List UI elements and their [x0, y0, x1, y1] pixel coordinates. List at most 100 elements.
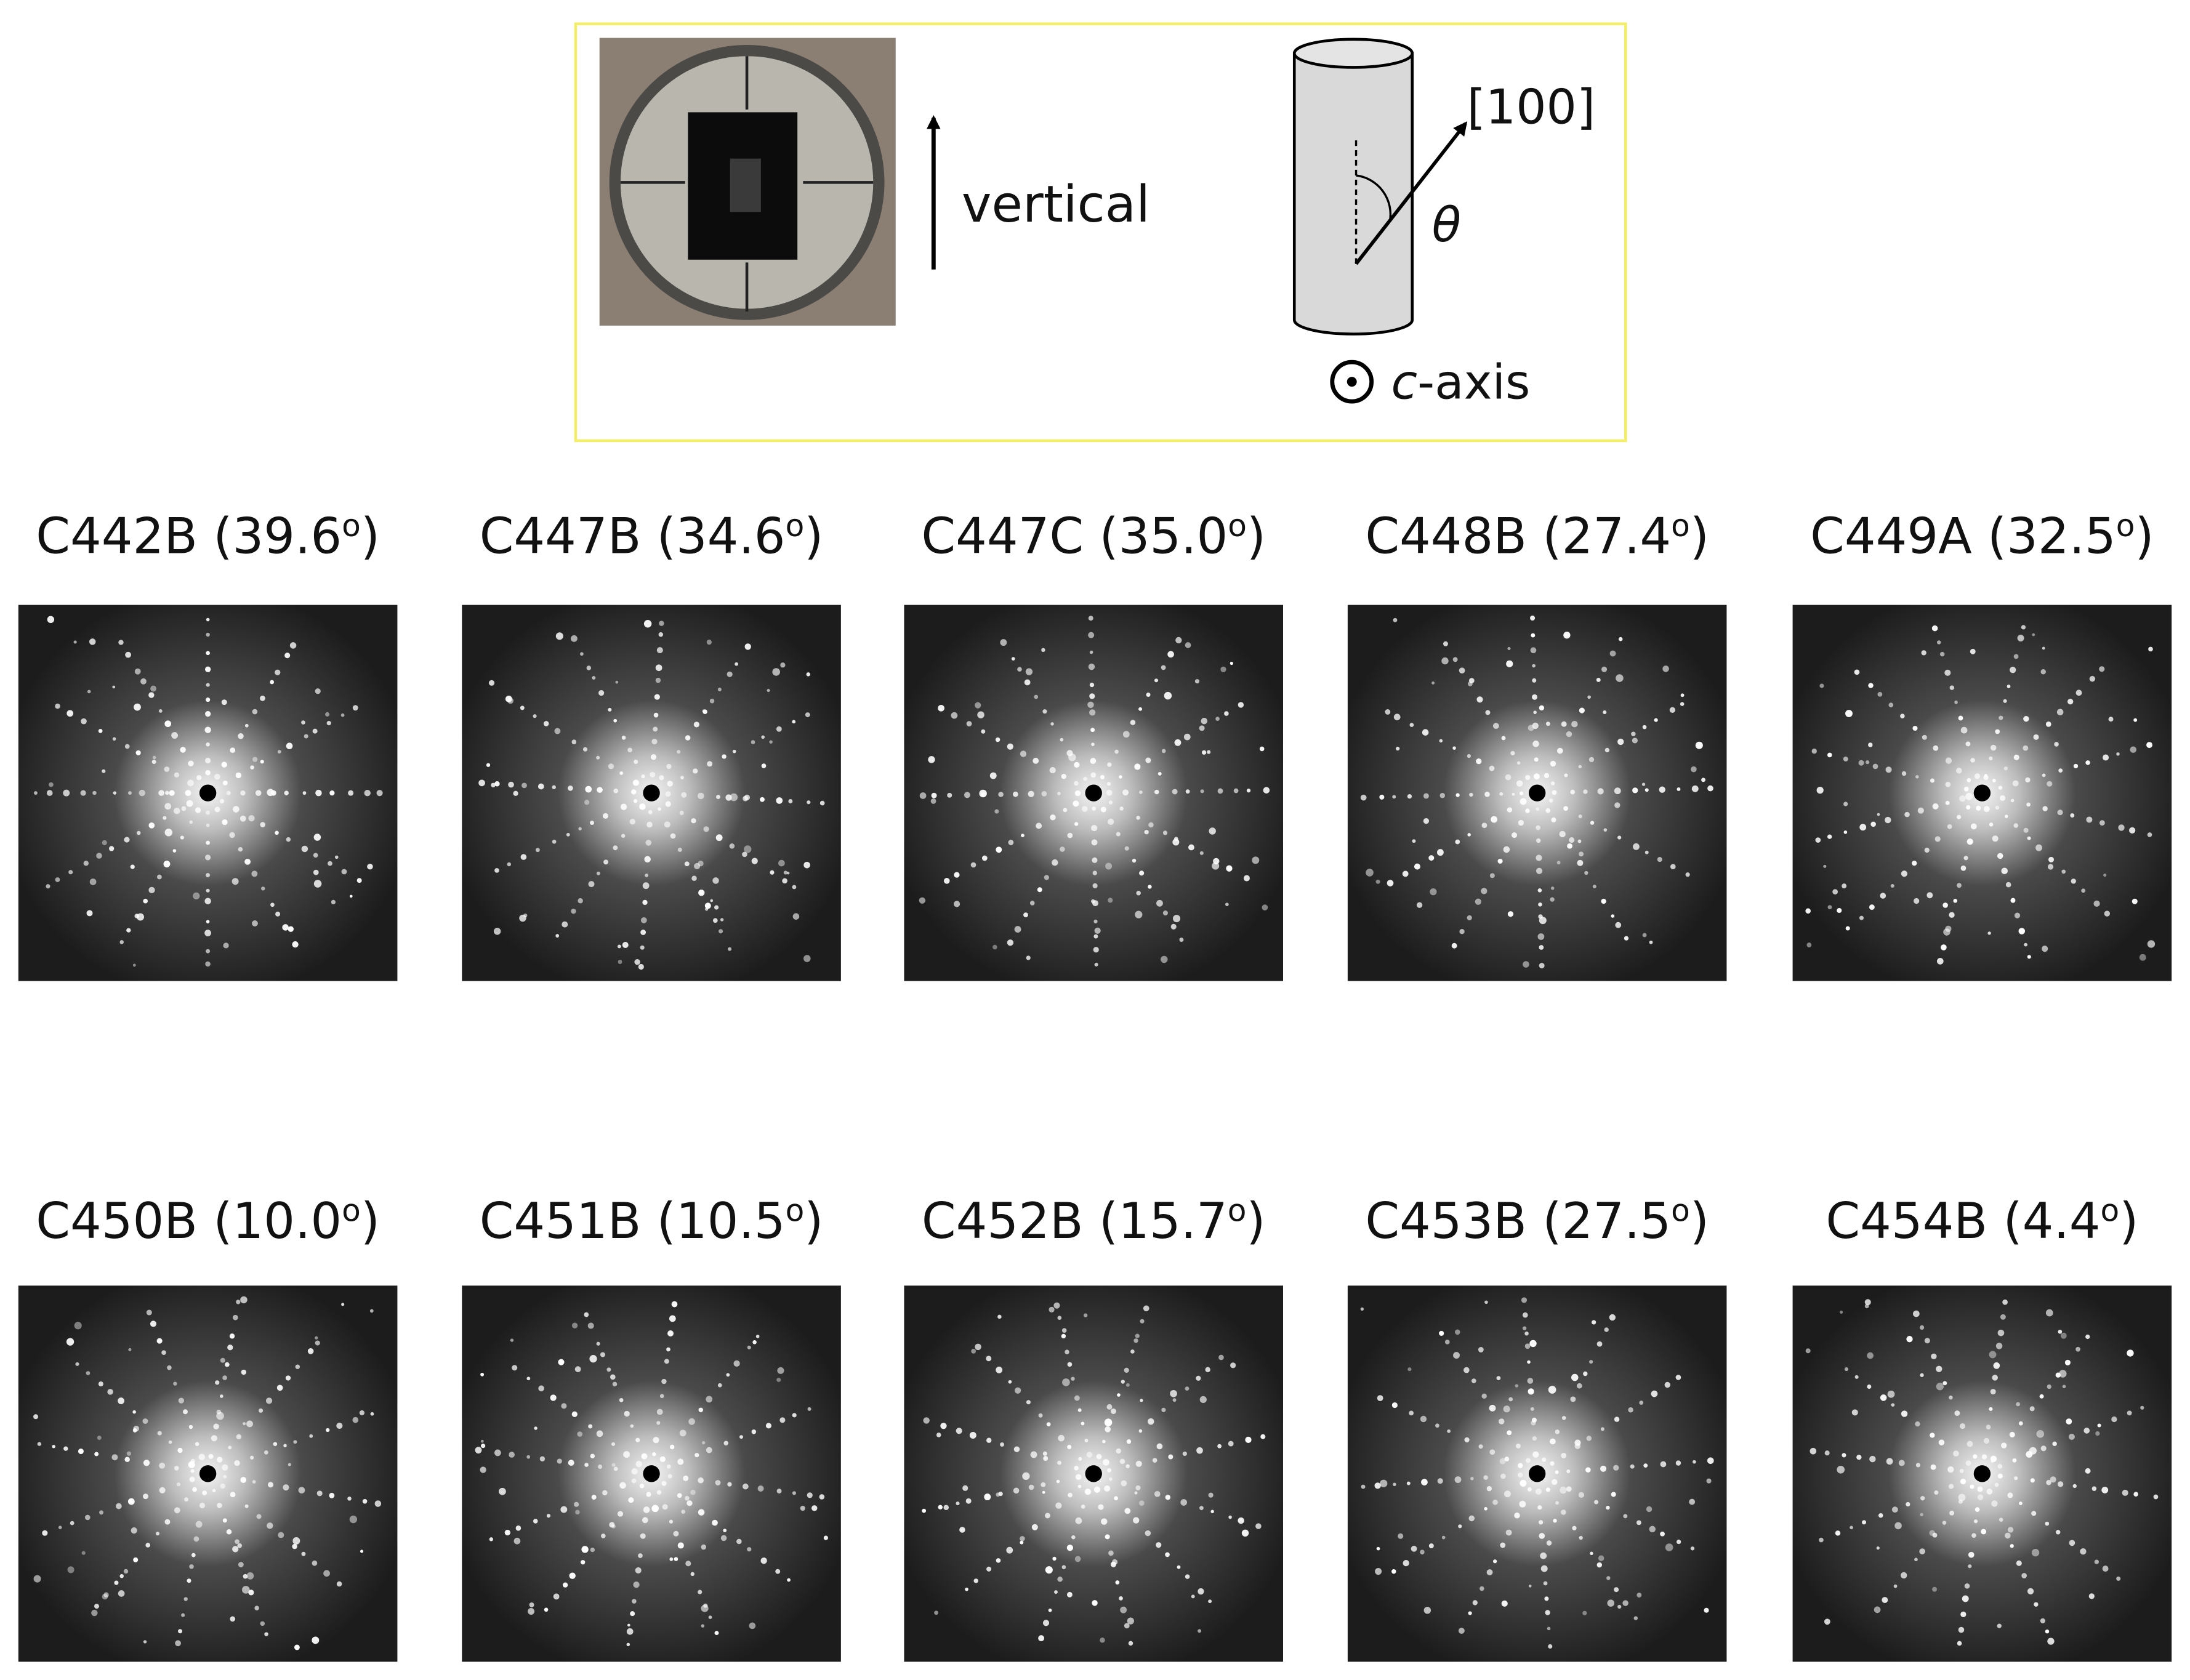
diffraction-spot	[632, 779, 640, 786]
diffraction-spot	[223, 942, 229, 949]
diffraction-spot	[1577, 839, 1582, 843]
diffraction-spot	[481, 1444, 486, 1449]
diffraction-spot	[555, 934, 560, 938]
diffraction-spot	[302, 791, 307, 795]
diffraction-spot	[2045, 1309, 2053, 1317]
diffraction-spot	[367, 863, 373, 870]
diffraction-spot	[2004, 1532, 2011, 1539]
diffraction-spot	[1537, 888, 1542, 893]
degree-sign: o	[1671, 507, 1690, 544]
diffraction-spot	[1543, 1581, 1548, 1586]
diffraction-spot	[1243, 875, 1250, 882]
diffraction-spot	[641, 1453, 648, 1460]
diffraction-spot	[772, 668, 780, 676]
diffraction-spot	[1130, 1349, 1135, 1354]
diffraction-spot	[1071, 1535, 1076, 1540]
diffraction-spot	[206, 810, 211, 815]
diffraction-spot	[1492, 1499, 1498, 1505]
diffraction-spot	[42, 1530, 48, 1536]
diffraction-spot	[651, 1505, 659, 1513]
diffraction-spot	[653, 712, 659, 718]
diffraction-spot	[230, 747, 236, 753]
diffraction-spot	[1074, 790, 1081, 797]
diffraction-spot	[575, 1509, 580, 1515]
diffraction-spot	[2054, 742, 2059, 747]
diffraction-spot	[1217, 1444, 1222, 1449]
diffraction-spot	[1476, 696, 1483, 703]
diffraction-spot	[1645, 788, 1649, 792]
diffraction-spot	[188, 760, 194, 766]
diffraction-spot	[238, 733, 244, 739]
diffraction-spot	[1664, 1381, 1670, 1388]
diffraction-spot	[499, 1487, 506, 1495]
sample-angle: C450B (10.0	[36, 1192, 342, 1250]
diffraction-spot	[177, 1447, 183, 1453]
diffraction-spot	[91, 1609, 98, 1617]
diffraction-spot	[2003, 699, 2007, 703]
diffraction-spot	[715, 1480, 721, 1485]
diffraction-spot	[619, 1482, 626, 1489]
panel-label: C451B (10.5o)	[480, 1192, 824, 1249]
sample-angle: C451B (10.5	[480, 1192, 786, 1250]
diffraction-spot	[1496, 1376, 1501, 1380]
diffraction-spot	[2018, 928, 2026, 934]
diffraction-spot	[1119, 1596, 1123, 1601]
diffraction-spot	[1624, 936, 1629, 941]
diffraction-spot	[628, 1497, 634, 1503]
diffraction-spot	[792, 720, 796, 724]
diffraction-spot	[206, 651, 210, 656]
diffraction-spot	[1499, 792, 1504, 796]
diffraction-spot	[1183, 733, 1191, 741]
diffraction-spot	[1632, 738, 1638, 744]
diffraction-spot	[998, 1492, 1003, 1497]
diffraction-spot	[811, 1505, 818, 1511]
diffraction-spot	[1230, 661, 1233, 665]
diffraction-spot	[1491, 816, 1498, 823]
diffraction-spot	[702, 709, 706, 713]
diffraction-spot	[205, 666, 211, 672]
beam-stop	[1973, 1465, 1991, 1482]
beam-stop	[1528, 1465, 1546, 1482]
diffraction-spot	[654, 694, 660, 700]
diffraction-spot	[1949, 685, 1955, 690]
diffraction-spot	[336, 1581, 342, 1587]
diffraction-spot	[1932, 1532, 1938, 1538]
diffraction-spot	[1532, 740, 1539, 747]
diffraction-spot	[1161, 665, 1166, 670]
diffraction-spot	[1553, 1519, 1557, 1523]
diffraction-spot	[159, 1462, 166, 1469]
diffraction-spot	[630, 1424, 634, 1428]
diffraction-spot	[349, 894, 353, 898]
diffraction-spot	[1541, 1457, 1547, 1462]
diffraction-spot	[1091, 824, 1098, 832]
diffraction-spot	[475, 1447, 482, 1454]
diffraction-spot	[304, 734, 308, 739]
diffraction-spot	[975, 702, 981, 709]
diffraction-spot	[681, 792, 687, 798]
diffraction-spot	[2083, 1428, 2090, 1434]
diffraction-spot	[178, 1397, 185, 1404]
diffraction-spot	[1563, 632, 1571, 639]
diffraction-spot	[2014, 1476, 2018, 1481]
diffraction-spot	[1145, 757, 1151, 763]
diffraction-spot	[1391, 1402, 1398, 1409]
diffraction-spot	[2029, 1447, 2037, 1455]
diffraction-spot	[1963, 856, 1968, 861]
diffraction-spot	[561, 1403, 567, 1409]
diffraction-spot	[1147, 1418, 1154, 1425]
diffraction-spot	[234, 1460, 240, 1466]
diffraction-spot	[640, 930, 646, 935]
sample-angle: C447B (34.6	[480, 507, 786, 565]
diffraction-spot	[1485, 710, 1491, 715]
diffraction-spot	[1083, 776, 1087, 781]
diffraction-spot	[703, 826, 709, 832]
diffraction-spot	[301, 845, 308, 853]
diffraction-spot	[1530, 647, 1537, 654]
diffraction-spot	[1122, 731, 1130, 738]
diffraction-spot	[1481, 888, 1488, 894]
diffraction-spot	[523, 913, 528, 918]
diffraction-spot	[1539, 705, 1545, 711]
diffraction-spot	[653, 1437, 659, 1444]
diffraction-spot	[1536, 825, 1541, 830]
diffraction-spot	[702, 1441, 706, 1445]
